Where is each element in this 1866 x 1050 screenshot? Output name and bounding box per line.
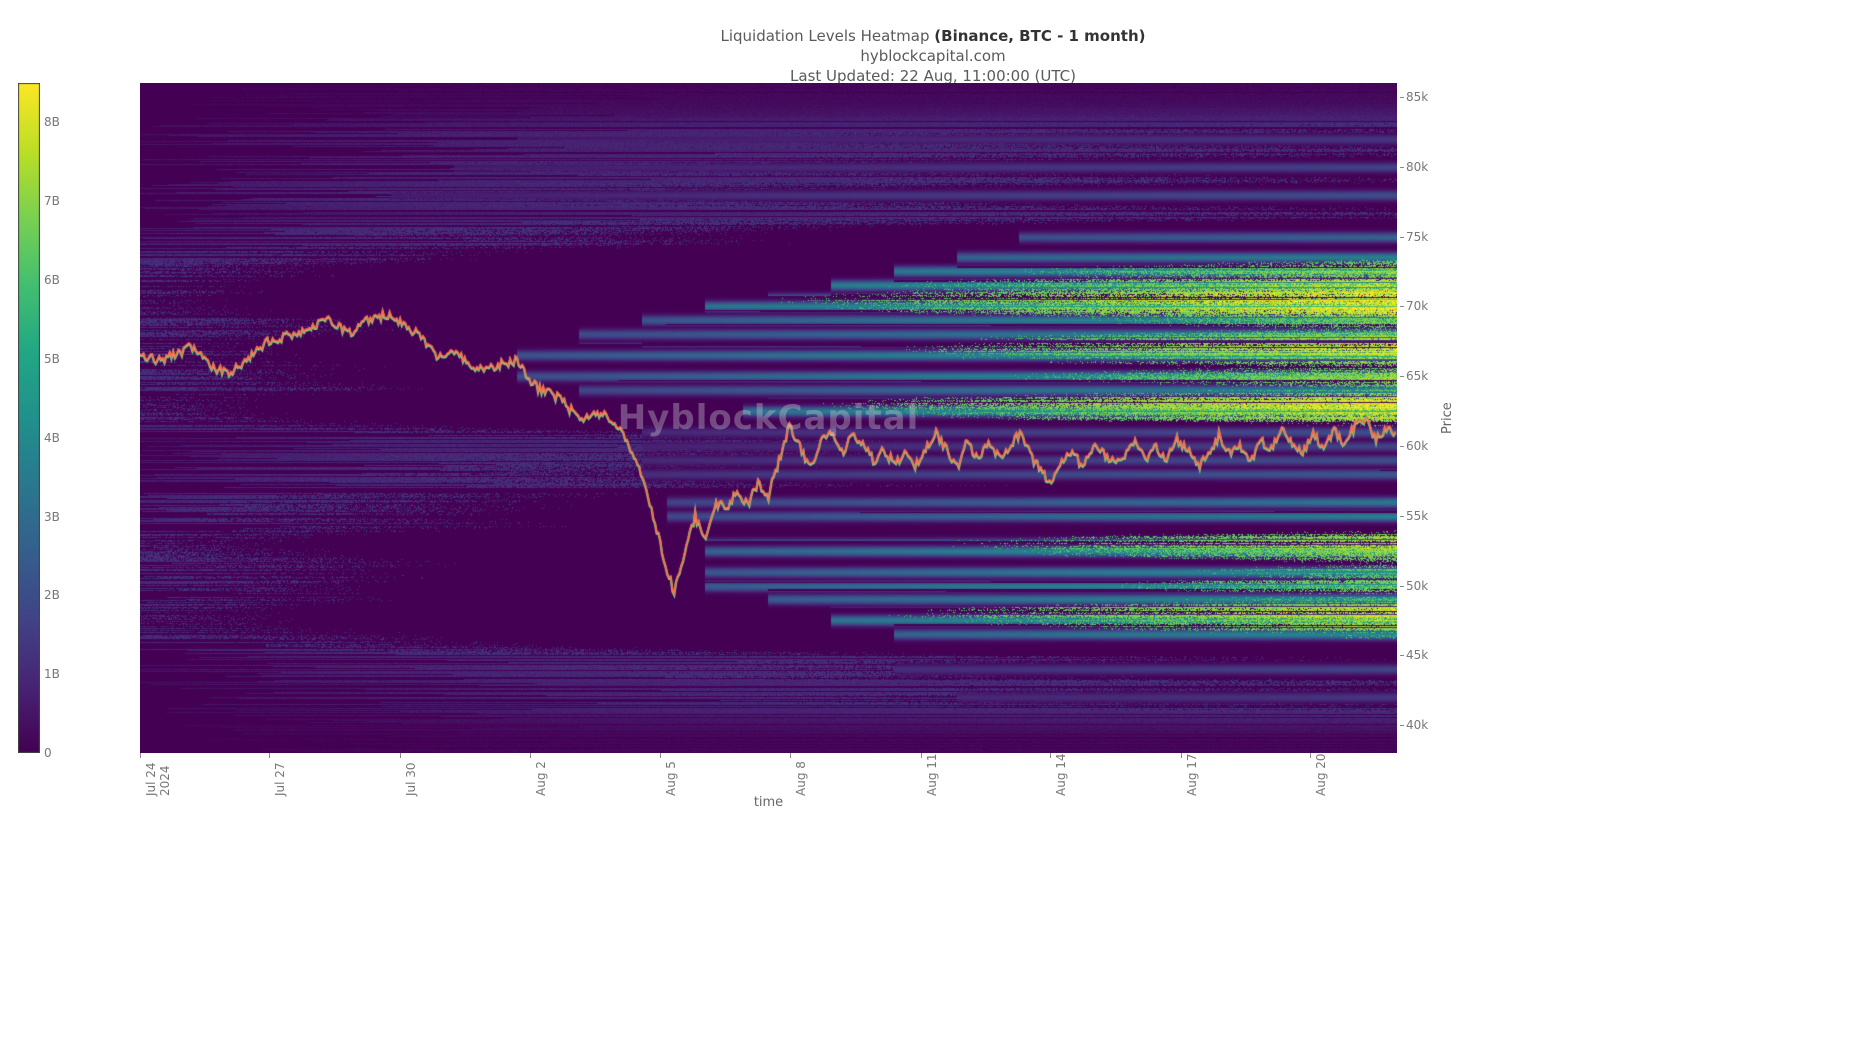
chart-title-line1: Liquidation Levels Heatmap (Binance, BTC… xyxy=(0,26,1866,46)
title-prefix: Liquidation Levels Heatmap xyxy=(720,27,934,45)
x-tick: Aug 5 xyxy=(664,761,678,796)
x-axis-label: time xyxy=(140,795,1397,810)
x-tick: Aug 17 xyxy=(1185,753,1199,796)
x-tick: Aug 14 xyxy=(1054,753,1068,796)
x-tick: Aug 2 xyxy=(534,761,548,796)
y-tick: 55k xyxy=(1406,509,1428,523)
colorbar-tick: 3B xyxy=(44,510,60,524)
x-tick-mark xyxy=(660,753,661,758)
colorbar-tick: 6B xyxy=(44,273,60,287)
y-axis-label: Price xyxy=(1440,83,1455,753)
y-tick: 70k xyxy=(1406,299,1428,313)
x-tick: Jul 30 xyxy=(404,762,418,796)
x-tick-mark xyxy=(921,753,922,758)
chart-title-line2: hyblockcapital.com xyxy=(0,46,1866,66)
colorbar-ticks: 01B2B3B4B5B6B7B8B xyxy=(44,83,74,753)
x-tick-mark xyxy=(790,753,791,758)
price-line-canvas xyxy=(140,83,1397,753)
x-tick-secondary: 2024 xyxy=(158,765,172,796)
colorbar-tick: 2B xyxy=(44,588,60,602)
colorbar-tick: 0 xyxy=(44,746,52,760)
y-tick: 75k xyxy=(1406,230,1428,244)
y-axis-label-text: Price xyxy=(1440,402,1455,434)
colorbar-tick: 7B xyxy=(44,194,60,208)
chart-container: Liquidation Levels Heatmap (Binance, BTC… xyxy=(0,0,1866,1050)
y-tick: 50k xyxy=(1406,579,1428,593)
y-tick: 40k xyxy=(1406,718,1428,732)
x-tick: Aug 8 xyxy=(794,761,808,796)
colorbar-tick: 1B xyxy=(44,667,60,681)
colorbar-tick: 5B xyxy=(44,352,60,366)
y-tick: 60k xyxy=(1406,439,1428,453)
x-tick: Aug 11 xyxy=(925,753,939,796)
x-tick-mark xyxy=(1310,753,1311,758)
colorbar-tick: 4B xyxy=(44,431,60,445)
x-tick-mark xyxy=(1181,753,1182,758)
plot-area xyxy=(140,83,1397,753)
x-tick-mark xyxy=(530,753,531,758)
y-axis-ticks: 40k 45k 50k 55k 60k 65k 70k 75k 80k 85k xyxy=(1400,83,1440,753)
x-tick-mark xyxy=(140,753,141,758)
x-tick: Jul 27 xyxy=(273,762,287,796)
x-tick-mark xyxy=(1050,753,1051,758)
x-tick: Jul 24 xyxy=(144,762,158,796)
colorbar-canvas xyxy=(18,83,40,753)
colorbar-tick: 8B xyxy=(44,115,60,129)
x-tick: Aug 20 xyxy=(1314,753,1328,796)
y-tick: 65k xyxy=(1406,369,1428,383)
y-tick: 80k xyxy=(1406,160,1428,174)
title-bold: (Binance, BTC - 1 month) xyxy=(934,27,1145,45)
y-tick: 45k xyxy=(1406,648,1428,662)
x-axis-ticks: Jul 242024Jul 27Jul 30Aug 2Aug 5Aug 8Aug… xyxy=(140,760,1397,820)
x-tick-mark xyxy=(269,753,270,758)
y-tick: 85k xyxy=(1406,90,1428,104)
x-tick-mark xyxy=(400,753,401,758)
colorbar xyxy=(18,83,40,753)
